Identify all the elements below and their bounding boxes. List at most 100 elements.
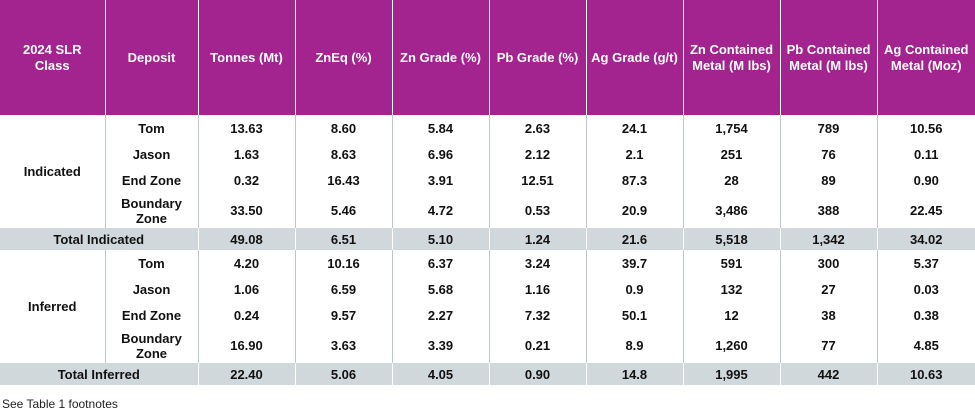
- cell-pb-metal: 300: [780, 250, 878, 276]
- cell-deposit: Tom: [105, 115, 199, 141]
- cell-zn-grade: 5.84: [392, 115, 490, 141]
- cell-ag-metal: 34.02: [877, 228, 975, 250]
- cell-zn-metal: 5,518: [683, 228, 781, 250]
- cell-zn-metal: 251: [683, 141, 781, 167]
- cell-zneq: 8.63: [295, 141, 393, 167]
- cell-tonnes: 22.40: [198, 363, 296, 385]
- cell-zn-grade: 3.39: [392, 328, 490, 363]
- cell-ag-grade: 50.1: [586, 302, 684, 328]
- cell-zn-metal: 28: [683, 167, 781, 193]
- header-pb-metal: Pb Contained Metal (M lbs): [780, 0, 878, 115]
- cell-pb-grade: 7.32: [489, 302, 587, 328]
- cell-tonnes: 16.90: [198, 328, 296, 363]
- table-row: End Zone 0.24 9.57 2.27 7.32 50.1 12 38 …: [0, 302, 975, 328]
- cell-tonnes: 13.63: [198, 115, 296, 141]
- cell-deposit: Jason: [105, 276, 199, 302]
- table-row: Boundary Zone 33.50 5.46 4.72 0.53 20.9 …: [0, 193, 975, 228]
- cell-pb-grade: 0.21: [489, 328, 587, 363]
- cell-pb-metal: 76: [780, 141, 878, 167]
- cell-zneq: 3.63: [295, 328, 393, 363]
- cell-zn-grade: 4.05: [392, 363, 490, 385]
- cell-zn-grade: 5.10: [392, 228, 490, 250]
- cell-tonnes: 33.50: [198, 193, 296, 228]
- header-row: 2024 SLR Class Deposit Tonnes (Mt) ZnEq …: [0, 0, 975, 115]
- cell-tonnes: 4.20: [198, 250, 296, 276]
- header-zn-grade: Zn Grade (%): [392, 0, 490, 115]
- cell-zneq: 6.51: [295, 228, 393, 250]
- header-zneq: ZnEq (%): [295, 0, 393, 115]
- cell-zn-grade: 2.27: [392, 302, 490, 328]
- cell-pb-metal: 77: [780, 328, 878, 363]
- cell-tonnes: 0.24: [198, 302, 296, 328]
- cell-zneq: 9.57: [295, 302, 393, 328]
- header-deposit: Deposit: [105, 0, 199, 115]
- indicated-section: Indicated Tom 13.63 8.60 5.84 2.63 24.1 …: [0, 115, 975, 250]
- cell-zn-grade: 4.72: [392, 193, 490, 228]
- cell-tonnes: 1.63: [198, 141, 296, 167]
- cell-zneq: 6.59: [295, 276, 393, 302]
- cell-pb-grade: 2.63: [489, 115, 587, 141]
- inferred-section: Inferred Tom 4.20 10.16 6.37 3.24 39.7 5…: [0, 250, 975, 385]
- table-row: Jason 1.06 6.59 5.68 1.16 0.9 132 27 0.0…: [0, 276, 975, 302]
- cell-pb-grade: 2.12: [489, 141, 587, 167]
- footnote: See Table 1 footnotes: [2, 397, 118, 411]
- cell-ag-grade: 24.1: [586, 115, 684, 141]
- cell-pb-grade: 1.16: [489, 276, 587, 302]
- cell-tonnes: 1.06: [198, 276, 296, 302]
- cell-deposit: Boundary Zone: [105, 193, 199, 228]
- cell-pb-grade: 0.53: [489, 193, 587, 228]
- cell-zneq: 8.60: [295, 115, 393, 141]
- cell-ag-grade: 8.9: [586, 328, 684, 363]
- cell-ag-metal: 22.45: [909, 203, 943, 218]
- table-row: Jason 1.63 8.63 6.96 2.12 2.1 251 76 0.1…: [0, 141, 975, 167]
- table-row: End Zone 0.32 16.43 3.91 12.51 87.3 28 8…: [0, 167, 975, 193]
- cell-zneq: 5.46: [295, 193, 393, 228]
- header-tonnes: Tonnes (Mt): [198, 0, 296, 115]
- cell-zn-metal: 591: [683, 250, 781, 276]
- cell-ag-metal: 0.03: [913, 281, 939, 297]
- cell-zn-metal: 1,260: [683, 328, 781, 363]
- cell-pb-metal: 89: [780, 167, 878, 193]
- cell-zn-grade: 3.91: [392, 167, 490, 193]
- cell-zn-grade: 5.68: [392, 276, 490, 302]
- class-label-indicated: Indicated: [0, 115, 106, 228]
- class-label-inferred: Inferred: [0, 250, 106, 363]
- cell-ag-metal: 5.37: [913, 255, 939, 271]
- cell-ag-grade: 14.8: [586, 363, 684, 385]
- cell-pb-metal: 388: [780, 193, 878, 228]
- cell-pb-metal: 38: [780, 302, 878, 328]
- cell-ag-metal: 0.38: [913, 307, 939, 323]
- header-class: 2024 SLR Class: [0, 0, 106, 115]
- cell-pb-metal: 789: [780, 115, 878, 141]
- cell-ag-grade: 2.1: [586, 141, 684, 167]
- cell-zneq: 10.16: [295, 250, 393, 276]
- header-ag-grade: Ag Grade (g/t): [586, 0, 684, 115]
- cell-tonnes: 0.32: [198, 167, 296, 193]
- cell-zn-grade: 6.96: [392, 141, 490, 167]
- total-label: Total Inferred: [0, 363, 199, 385]
- cell-zn-metal: 132: [683, 276, 781, 302]
- cell-pb-metal: 27: [780, 276, 878, 302]
- header-ag-metal: Ag Contained Metal (Moz): [877, 0, 975, 115]
- header-pb-grade: Pb Grade (%): [489, 0, 587, 115]
- cell-zneq: 16.43: [295, 167, 393, 193]
- header-zn-metal: Zn Contained Metal (M lbs): [683, 0, 781, 115]
- table-row: Indicated Tom 13.63 8.60 5.84 2.63 24.1 …: [0, 115, 975, 228]
- cell-pb-metal: 1,342: [780, 228, 878, 250]
- cell-pb-grade: 0.90: [489, 363, 587, 385]
- table-header: 2024 SLR Class Deposit Tonnes (Mt) ZnEq …: [0, 0, 975, 115]
- table-row: Boundary Zone 16.90 3.63 3.39 0.21 8.9 1…: [0, 328, 975, 363]
- cell-deposit: End Zone: [105, 302, 199, 328]
- cell-pb-grade: 3.24: [489, 250, 587, 276]
- mineral-resource-table: 2024 SLR Class Deposit Tonnes (Mt) ZnEq …: [0, 0, 975, 385]
- cell-pb-grade: 1.24: [489, 228, 587, 250]
- cell-pb-metal: 442: [780, 363, 878, 385]
- cell-deposit: Jason: [105, 141, 199, 167]
- cell-zn-grade: 6.37: [392, 250, 490, 276]
- cell-zn-metal: 1,995: [683, 363, 781, 385]
- cell-pb-grade: 12.51: [489, 167, 587, 193]
- cell-tonnes: 49.08: [198, 228, 296, 250]
- total-row-inferred: Total Inferred 22.40 5.06 4.05 0.90 14.8…: [0, 363, 975, 385]
- cell-deposit: Tom: [105, 250, 199, 276]
